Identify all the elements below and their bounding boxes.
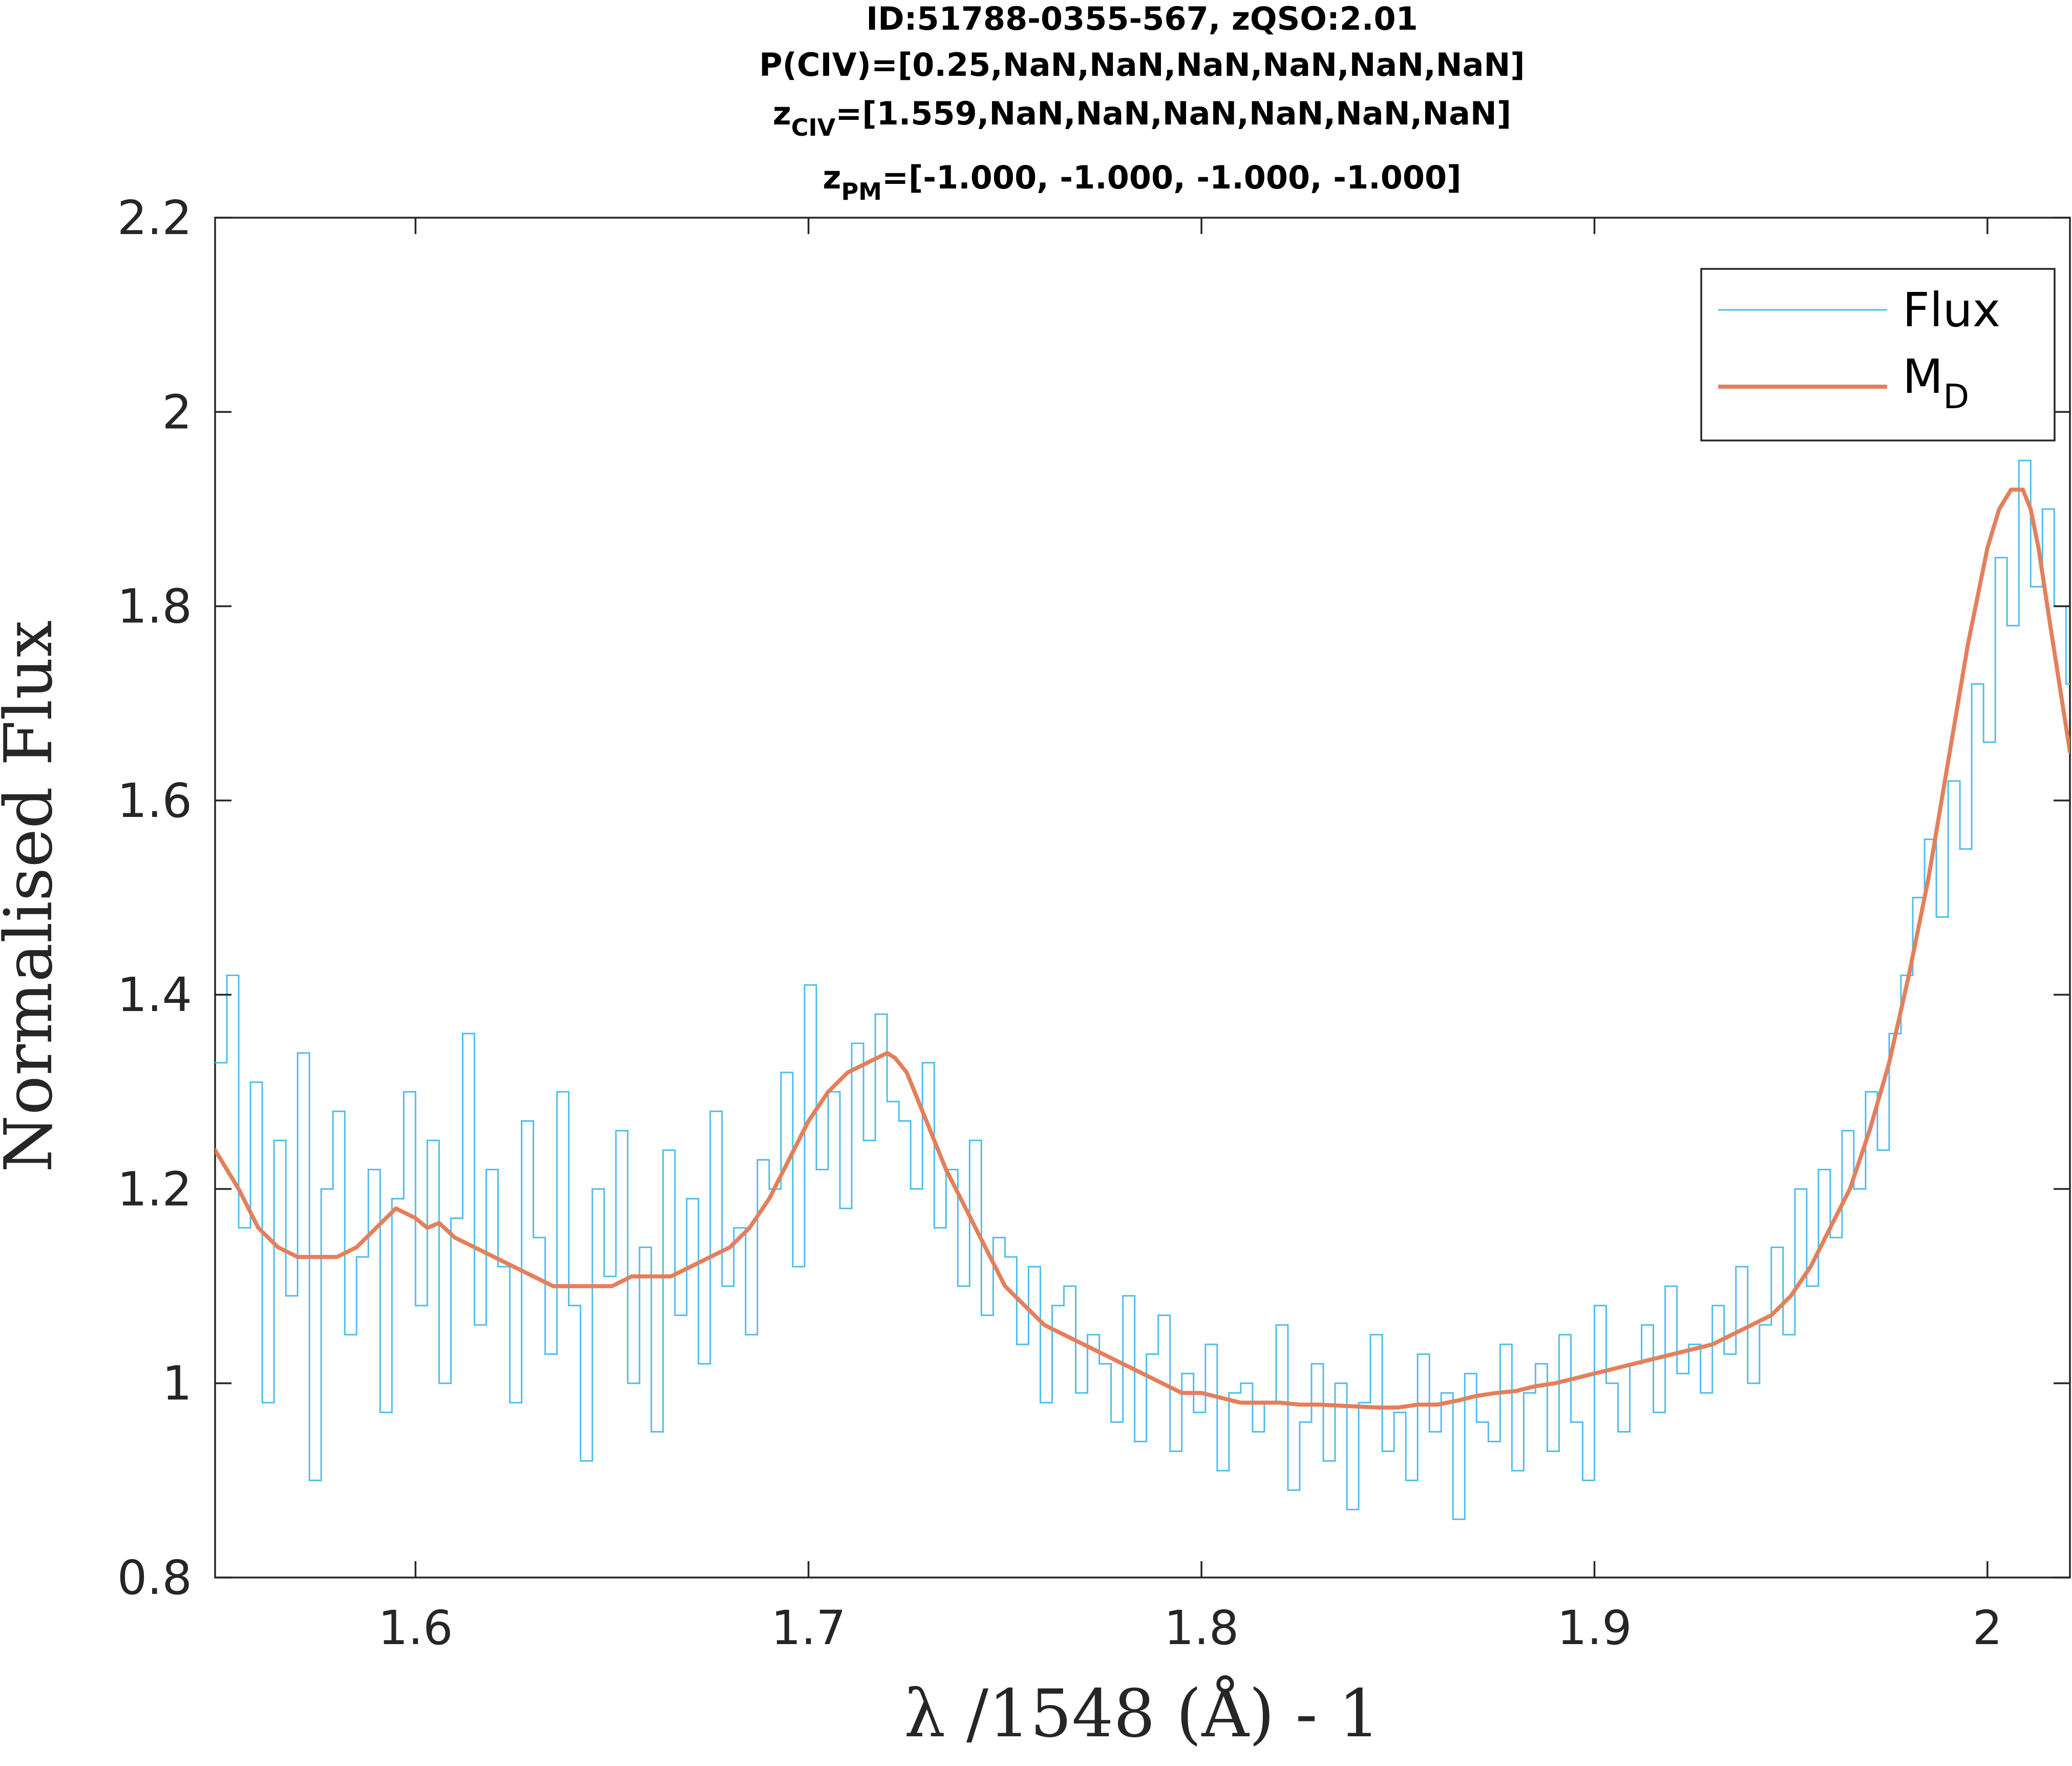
title-line-3-sub: CIV <box>791 114 836 141</box>
legend-box <box>1700 268 2056 441</box>
title-line-4-rest: =[-1.000, -1.000, -1.000, -1.000] <box>882 159 1461 196</box>
title-line-4-prefix: z <box>822 159 841 196</box>
legend-md-label: MD <box>1902 349 1969 416</box>
chart-title: ID:51788-0355-567, zQSO:2.01 P(CIV)=[0.2… <box>759 0 1525 205</box>
y-axis-title: Normalised Flux <box>0 620 67 1172</box>
x-axis-title: λ /1548 (Å) - 1 <box>904 1675 1380 1752</box>
legend-md-label-sub: D <box>1943 377 1969 416</box>
title-line-4-sub: PM <box>841 178 882 205</box>
y-tick-label: 1.8 <box>117 579 192 634</box>
y-tick-label: 1.2 <box>117 1162 192 1216</box>
y-tick-label: 1.4 <box>117 968 192 1022</box>
title-line-3: zCIV=[1.559,NaN,NaN,NaN,NaN,NaN,NaN] <box>773 95 1511 141</box>
x-tick-label: 1.9 <box>1557 1601 1632 1655</box>
x-tick-label: 1.7 <box>771 1601 846 1655</box>
title-line-3-rest: =[1.559,NaN,NaN,NaN,NaN,NaN,NaN] <box>835 95 1511 132</box>
md-series-line <box>215 488 2070 1410</box>
y-tick-label: 2.2 <box>117 191 192 245</box>
x-tick-label: 1.6 <box>378 1601 453 1655</box>
y-axis: 0.8 1 1.2 1.4 1.6 1.8 2 2.2 <box>117 191 2070 1605</box>
title-line-4: zPM=[-1.000, -1.000, -1.000, -1.000] <box>822 159 1461 205</box>
x-tick-label: 1.8 <box>1164 1601 1239 1655</box>
x-tick-label: 2 <box>1973 1601 2003 1655</box>
legend: Flux MD <box>1700 268 2056 441</box>
legend-flux-label: Flux <box>1902 283 2000 338</box>
legend-md-label-main: M <box>1902 349 1943 404</box>
y-tick-label: 1 <box>162 1356 192 1411</box>
title-line-3-prefix: z <box>773 95 791 132</box>
title-line-2: P(CIV)=[0.25,NaN,NaN,NaN,NaN,NaN,NaN] <box>759 46 1525 83</box>
y-tick-label: 2 <box>162 385 192 439</box>
title-line-1: ID:51788-0355-567, zQSO:2.01 <box>866 0 1418 37</box>
x-axis: 1.6 1.7 1.8 1.9 2 <box>378 218 2002 1655</box>
y-tick-label: 0.8 <box>117 1550 192 1605</box>
flux-series-line <box>215 459 2070 1520</box>
plot-area <box>214 217 2071 1579</box>
y-tick-label: 1.6 <box>117 773 192 828</box>
